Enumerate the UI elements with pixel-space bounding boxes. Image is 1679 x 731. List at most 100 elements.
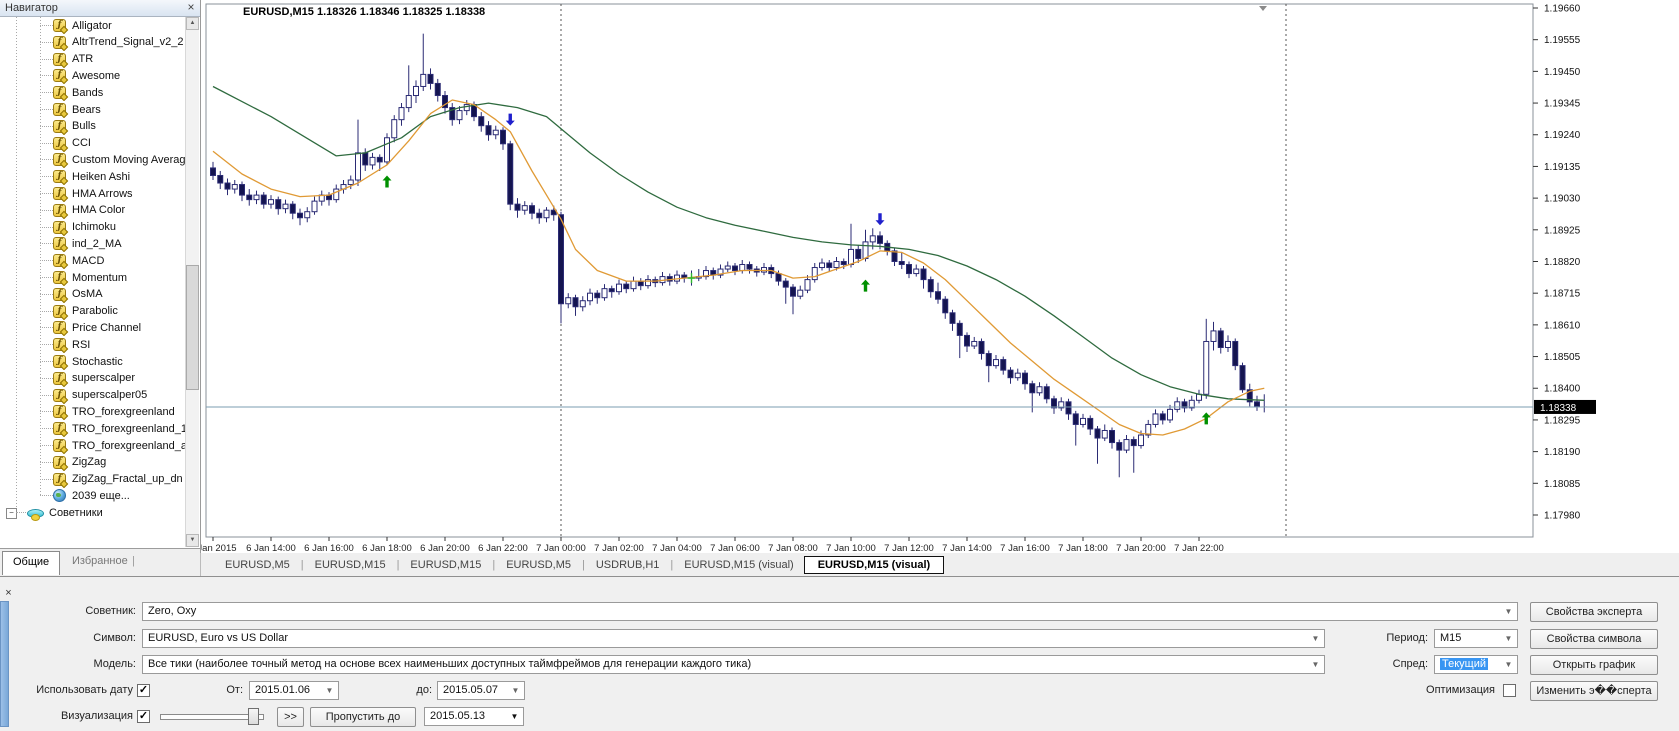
period-select[interactable]: M15 ▼ <box>1434 629 1518 648</box>
chevron-down-icon[interactable]: ▼ <box>510 712 519 721</box>
candle <box>616 283 622 293</box>
chart-tab-active[interactable]: EURUSD,M15 (visual) <box>803 555 945 574</box>
navigator-item-experts[interactable]: − Советники <box>0 504 185 521</box>
spread-value: Текущий <box>1440 658 1488 670</box>
navigator-item[interactable]: ƒ TRO_forexgreenland <box>0 403 185 420</box>
navigator-item[interactable]: ƒ HMA Color <box>0 202 185 219</box>
navigator-item[interactable]: ƒ superscalper <box>0 370 185 387</box>
candle <box>1174 401 1181 410</box>
tab-favorites[interactable]: Избранное <box>72 555 128 567</box>
to-date-select[interactable]: 2015.05.07 ▼ <box>437 681 525 700</box>
navigator-item[interactable]: ƒ HMA Arrows <box>0 185 185 202</box>
tester-side-accent <box>0 601 9 727</box>
to-date-value: 2015.05.07 <box>443 684 499 696</box>
navigator-item-label: CCI <box>72 137 91 150</box>
navigator-item[interactable]: ƒ Bulls <box>0 118 185 135</box>
candle <box>913 268 920 275</box>
navigator-item[interactable]: ƒ RSI <box>0 336 185 353</box>
navigator-item[interactable]: ƒ TRO_forexgreenland_al <box>0 437 185 454</box>
indicator-icon: ƒ <box>53 422 66 436</box>
spread-select[interactable]: Текущий ▼ <box>1434 655 1518 674</box>
candle <box>1232 340 1239 367</box>
symbol-select[interactable]: EURUSD, Euro vs US Dollar ▼ <box>142 629 1325 648</box>
chevron-down-icon[interactable]: ▼ <box>1504 607 1513 616</box>
close-tester-icon[interactable]: × <box>5 587 12 599</box>
tree-branch <box>40 428 53 430</box>
candle <box>210 167 216 176</box>
skip-to-button[interactable]: Пропустить до <box>310 707 416 727</box>
navigator-item[interactable]: ƒ ZigZag <box>0 454 185 471</box>
candle <box>1239 365 1246 391</box>
navigator-item[interactable]: ƒ OsMA <box>0 286 185 303</box>
navigator-item[interactable]: ƒ Parabolic <box>0 303 185 320</box>
symbol-properties-button[interactable]: Свойства символа <box>1530 629 1658 649</box>
model-select[interactable]: Все тики (наиболее точный метод на основ… <box>142 655 1325 674</box>
tab-common[interactable]: Общие <box>2 551 61 575</box>
slider-thumb[interactable] <box>248 708 259 725</box>
chevron-down-icon[interactable]: ▼ <box>511 686 520 695</box>
from-label: От: <box>226 684 243 696</box>
navigator-item[interactable]: ƒ CCI <box>0 135 185 152</box>
chart-tab[interactable]: EURUSD,M5 <box>506 558 571 571</box>
period-value: M15 <box>1440 632 1462 644</box>
modify-expert-button[interactable]: Изменить э��сперта <box>1530 681 1658 701</box>
candle <box>826 262 833 269</box>
navigator-item[interactable]: ƒ ind_2_MA <box>0 235 185 252</box>
tree-guide <box>16 17 17 513</box>
scroll-up-icon[interactable]: ▲ <box>186 17 199 30</box>
navigator-item[interactable]: ƒ superscalper05 <box>0 387 185 404</box>
skip-date-select[interactable]: 2015.05.13 ▼ <box>424 707 524 726</box>
navigator-item-more[interactable]: 2039 еще... <box>0 487 185 504</box>
indicator-icon: ƒ <box>53 203 66 217</box>
navigator-item[interactable]: ƒ MACD <box>0 252 185 269</box>
close-icon[interactable]: × <box>187 0 195 14</box>
navigator-item[interactable]: ƒ Stochastic <box>0 353 185 370</box>
chevron-down-icon[interactable]: ▼ <box>1504 634 1513 643</box>
tab-separator: | <box>396 558 400 571</box>
navigator-item[interactable]: ƒ Awesome <box>0 67 185 84</box>
from-date-select[interactable]: 2015.01.06 ▼ <box>249 681 339 700</box>
chart-tab[interactable]: EURUSD,M15 (visual) <box>684 558 794 571</box>
navigator-item[interactable]: ƒ TRO_forexgreenland_1 <box>0 420 185 437</box>
chart-tab[interactable]: EURUSD,M15 <box>314 558 386 571</box>
scrollbar-thumb[interactable] <box>186 265 199 390</box>
chevron-down-icon[interactable]: ▼ <box>1311 634 1320 643</box>
navigator-item[interactable]: ƒ Momentum <box>0 269 185 286</box>
navigator-item[interactable]: ƒ Bears <box>0 101 185 118</box>
navigator-item-label: Stochastic <box>72 355 123 368</box>
navigator-scrollbar[interactable]: ▲ ▼ <box>185 17 199 547</box>
navigator-item[interactable]: ƒ Price Channel <box>0 319 185 336</box>
navigator-item[interactable]: ƒ Alligator <box>0 17 185 34</box>
chevron-down-icon[interactable]: ▼ <box>325 686 334 695</box>
navigator-item[interactable]: ƒ AltrTrend_Signal_v2_2 <box>0 34 185 51</box>
chart-tab[interactable]: EURUSD,M15 <box>410 558 482 571</box>
candle <box>1181 401 1188 409</box>
candle <box>1007 369 1014 379</box>
ma-fast-line <box>212 99 1265 436</box>
indicator-icon: ƒ <box>53 321 66 335</box>
chart-tab[interactable]: EURUSD,M5 <box>225 558 290 571</box>
chevron-down-icon[interactable]: ▼ <box>1311 660 1320 669</box>
tree-expander-icon[interactable]: − <box>6 508 17 520</box>
navigator-item[interactable]: ƒ Custom Moving Average <box>0 151 185 168</box>
navigator-item-label: Awesome <box>72 69 121 82</box>
navigator-item[interactable]: ƒ Bands <box>0 84 185 101</box>
visualization-speed-slider[interactable] <box>160 714 264 720</box>
expert-properties-button[interactable]: Свойства эксперта <box>1530 602 1658 622</box>
visualization-checkbox[interactable]: ✓ <box>137 710 150 723</box>
chart-tab[interactable]: USDRUB,H1 <box>595 558 660 571</box>
candle <box>268 199 274 205</box>
navigator-item[interactable]: ƒ Ichimoku <box>0 219 185 236</box>
navigator-item[interactable]: ƒ ZigZag_Fractal_up_dn <box>0 471 185 488</box>
fast-forward-button[interactable]: >> <box>277 707 304 727</box>
price-axis-label: 1.18190 <box>1544 447 1581 458</box>
use-date-checkbox[interactable]: ✓ <box>137 684 150 697</box>
expert-select[interactable]: Zero, Oxy ▼ <box>142 602 1518 621</box>
price-axis-label: 1.19240 <box>1544 130 1581 141</box>
navigator-item[interactable]: ƒ Heiken Ashi <box>0 168 185 185</box>
optimization-checkbox[interactable] <box>1503 684 1516 697</box>
scroll-down-icon[interactable]: ▼ <box>186 534 199 547</box>
open-chart-button[interactable]: Открыть график <box>1530 655 1658 675</box>
navigator-item[interactable]: ƒ ATR <box>0 51 185 68</box>
chevron-down-icon[interactable]: ▼ <box>1504 660 1513 669</box>
